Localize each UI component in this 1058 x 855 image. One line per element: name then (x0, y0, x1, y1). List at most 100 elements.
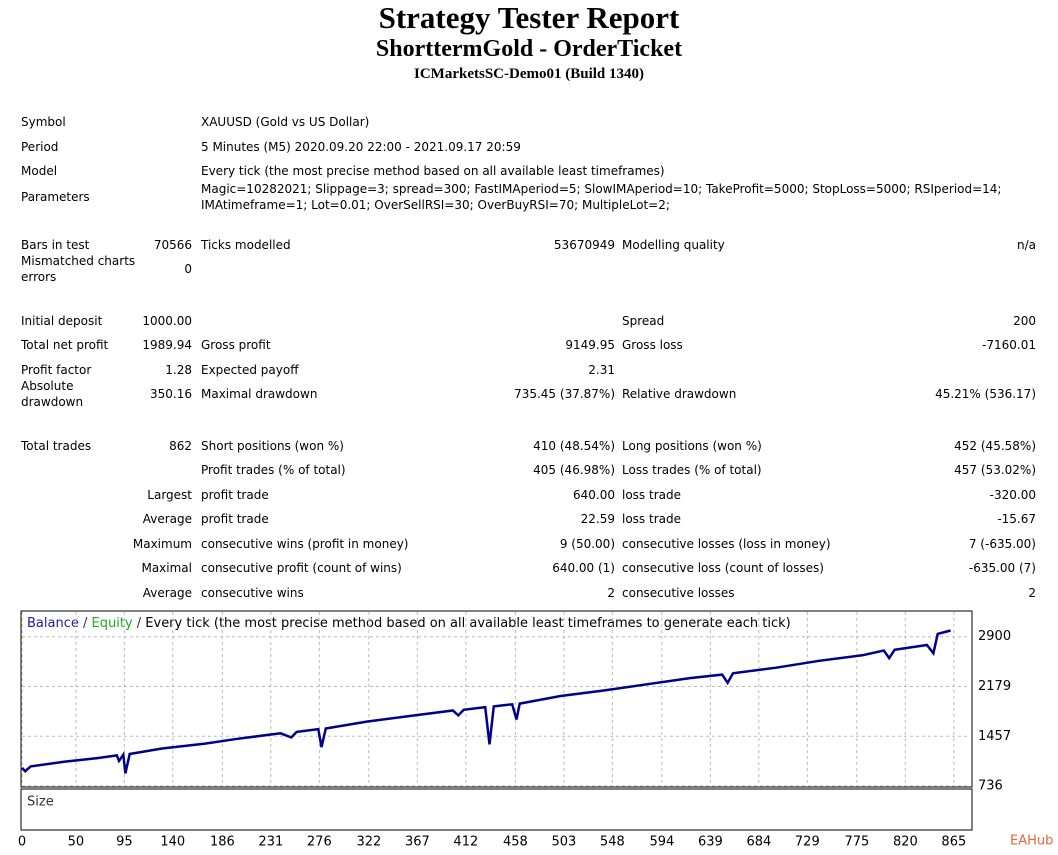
x-tick-label: 367 (405, 835, 430, 850)
table-cell: 2 (607, 586, 615, 600)
table-cell: Expected payoff (201, 363, 299, 377)
x-tick-label: 50 (68, 835, 85, 850)
table-cell: Parameters (21, 190, 90, 204)
legend-model: Every tick (the most precise method base… (145, 616, 790, 631)
report-title: Strategy Tester Report (378, 0, 680, 35)
table-cell: Period (21, 140, 59, 154)
table-cell: 70566 (153, 238, 192, 252)
x-tick-label: 458 (503, 835, 528, 850)
table-cell: Gross profit (201, 338, 271, 352)
table-cell: 452 (45.58%) (954, 439, 1036, 453)
table-cell: consecutive wins (201, 586, 304, 600)
table-cell: Maximal (141, 561, 192, 575)
table-cell: -7160.01 (982, 338, 1036, 352)
table-cell: profit trade (201, 512, 269, 526)
table-cell: 22.59 (580, 512, 615, 526)
table-cell: consecutive wins (profit in money) (201, 537, 409, 551)
table-cell: 200 (1013, 314, 1036, 328)
x-tick-label: 503 (551, 835, 576, 850)
x-tick-label: 865 (941, 835, 966, 850)
table-cell: loss trade (622, 512, 681, 526)
table-cell: XAUUSD (Gold vs US Dollar) (201, 115, 370, 129)
table-cell: Spread (622, 314, 665, 328)
table-cell: Average (142, 512, 192, 526)
x-tick-label: 729 (795, 835, 820, 850)
y-tick-label: 2900 (978, 629, 1011, 644)
table-cell: 410 (48.54%) (533, 439, 615, 453)
table-cell: Long positions (won %) (622, 439, 762, 453)
table-cell: 2.31 (588, 363, 615, 377)
x-tick-label: 412 (453, 835, 478, 850)
table-cell: -635.00 (7) (968, 561, 1036, 575)
table-cell: 1989.94 (142, 338, 192, 352)
table-cell: -15.67 (997, 512, 1036, 526)
table-cell: 45.21% (536.17) (935, 387, 1036, 401)
table-cell: Profit trades (% of total) (201, 463, 346, 477)
table-cell: Symbol (21, 115, 66, 129)
table-cell: Largest (147, 488, 192, 502)
table-cell: Absolute drawdown (21, 379, 84, 409)
x-tick-label: 684 (746, 835, 771, 850)
table-cell: 53670949 (553, 238, 615, 252)
x-tick-label: 639 (698, 835, 723, 850)
x-tick-label: 95 (116, 835, 133, 850)
y-tick-label: 1457 (978, 729, 1011, 744)
table-cell: Bars in test (21, 238, 90, 252)
table-cell: Initial deposit (21, 314, 103, 328)
table-cell: 9149.95 (565, 338, 615, 352)
legend: Balance / Equity / Every tick (the most … (27, 616, 791, 631)
table-cell: Total net profit (21, 338, 109, 352)
table-cell: profit trade (201, 488, 269, 502)
y-tick-label: 736 (978, 779, 1003, 794)
table-cell: 862 (169, 439, 192, 453)
table-cell: 9 (50.00) (559, 537, 615, 551)
table-cell: loss trade (622, 488, 681, 502)
table-cell: Maximum (132, 537, 192, 551)
table-cell: 7 (-635.00) (968, 537, 1036, 551)
x-tick-label: 276 (307, 835, 332, 850)
table-cell: 735.45 (37.87%) (514, 387, 615, 401)
table-cell: Modelling quality (622, 238, 725, 252)
table-cell: 1000.00 (142, 314, 192, 328)
table-cell: Short positions (won %) (201, 439, 344, 453)
x-tick-label: 594 (649, 835, 674, 850)
table-cell: Magic=10282021; Slippage=3; spread=300; … (201, 182, 1002, 212)
table-cell: Relative drawdown (622, 387, 737, 401)
table-cell: Profit factor (21, 363, 92, 377)
table-cell: 1.28 (165, 363, 192, 377)
table-cell: 0 (184, 262, 192, 276)
table-cell: consecutive losses (loss in money) (622, 537, 831, 551)
x-tick-label: 231 (258, 835, 283, 850)
table-cell: 2 (1028, 586, 1036, 600)
x-tick-label: 186 (210, 835, 235, 850)
x-tick-label: 0 (18, 835, 26, 850)
table-cell: Loss trades (% of total) (622, 463, 762, 477)
legend-equity: Equity (92, 616, 133, 631)
table-cell: Every tick (the most precise method base… (201, 164, 665, 178)
table-cell: consecutive loss (count of losses) (622, 561, 824, 575)
table-cell: Average (142, 586, 192, 600)
table-cell: 457 (53.02%) (954, 463, 1036, 477)
size-label: Size (27, 795, 54, 810)
x-tick-label: 140 (160, 835, 185, 850)
table-cell: 350.16 (150, 387, 192, 401)
table-cell: consecutive profit (count of wins) (201, 561, 402, 575)
table-cell: 5 Minutes (M5) 2020.09.20 22:00 - 2021.0… (201, 140, 521, 154)
legend-balance: Balance (27, 616, 79, 631)
table-cell: 640.00 (1) (552, 561, 615, 575)
y-tick-label: 2179 (978, 679, 1011, 694)
report-subtitle: ShorttermGold - OrderTicket (375, 36, 683, 62)
table-cell: Gross loss (622, 338, 683, 352)
table-cell: n/a (1016, 238, 1036, 252)
size-frame (20, 788, 973, 831)
server-line: ICMarketsSC-Demo01 (Build 1340) (414, 66, 644, 82)
table-cell: Total trades (21, 439, 92, 453)
chart-frame (20, 610, 973, 788)
table-cell: -320.00 (989, 488, 1036, 502)
balance-line (21, 629, 951, 774)
x-tick-label: 775 (844, 835, 869, 850)
table-cell: Ticks modelled (201, 238, 291, 252)
table-cell: Model (21, 164, 58, 178)
